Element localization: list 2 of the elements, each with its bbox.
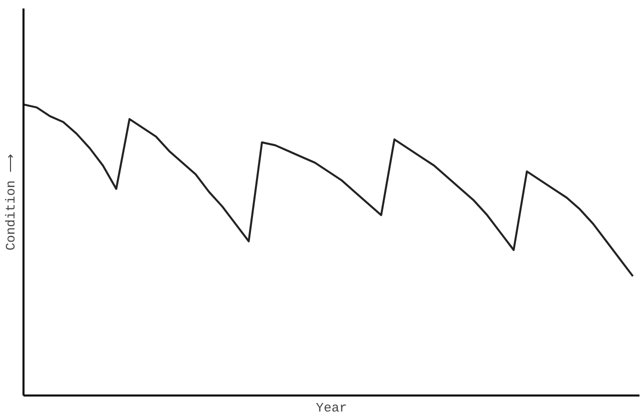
y-axis-title: Condition ⟶ xyxy=(4,153,18,251)
x-axis-title: Year xyxy=(316,400,348,416)
